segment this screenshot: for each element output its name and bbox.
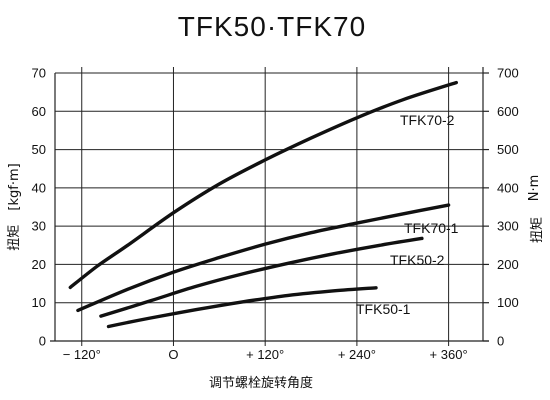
right-y-tick-700: 700 — [497, 66, 519, 81]
left-y-tick-50: 50 — [32, 142, 46, 157]
left-y-tick-70: 70 — [32, 66, 46, 81]
left-y-tick-40: 40 — [32, 180, 46, 195]
left-y-axis-label-prefix: 扭矩 — [7, 225, 22, 251]
right-y-tick-500: 500 — [497, 142, 519, 157]
axes — [50, 67, 489, 342]
left-y-axis-label-unit: [kgf·m] — [7, 163, 22, 210]
curve-tfk70-1 — [76, 203, 451, 313]
right-y-tick-300: 300 — [497, 219, 519, 234]
left-y-tick-0: 0 — [39, 334, 46, 349]
left-y-axis-label: 扭矩 [kgf·m] — [7, 163, 22, 250]
right-y-tick-600: 600 — [497, 104, 519, 119]
left-y-tick-30: 30 — [32, 219, 46, 234]
left-y-tick-labels: 0 10 20 30 40 50 60 70 — [32, 66, 46, 349]
right-y-tick-400: 400 — [497, 180, 519, 195]
right-y-axis-label-unit: N·m — [527, 175, 542, 202]
series-labels: TFK70-2 TFK70-1 TFK50-2 TFK50-1 — [356, 112, 459, 317]
series-label-tfk50-1: TFK50-1 — [356, 301, 411, 317]
x-tick-360: + 360° — [430, 347, 468, 362]
series-label-tfk70-2: TFK70-2 — [400, 112, 455, 128]
series-label-tfk70-1: TFK70-1 — [404, 220, 459, 236]
left-y-tick-10: 10 — [32, 295, 46, 310]
curve-tfk50-1 — [106, 286, 378, 329]
horizontal-gridlines — [55, 72, 483, 342]
right-y-tick-100: 100 — [497, 295, 519, 310]
svg-text:扭矩 [kgf·m]: 扭矩 [kgf·m] — [7, 163, 22, 250]
x-tick-0: O — [168, 347, 178, 362]
x-axis-label: 调节螺栓旋转角度 — [209, 375, 313, 391]
left-y-tick-20: 20 — [32, 257, 46, 272]
x-tick--120: − 120° — [63, 347, 101, 362]
right-y-axis-label-prefix: 扭矩 — [530, 217, 545, 243]
right-y-tick-200: 200 — [497, 257, 519, 272]
x-tick-120: + 120° — [246, 347, 284, 362]
right-y-tick-0: 0 — [497, 334, 504, 349]
series-label-tfk50-2: TFK50-2 — [390, 252, 445, 268]
chart-title: TFK50·TFK70 — [178, 11, 366, 42]
curve-tfk50-2 — [99, 236, 424, 318]
left-y-tick-60: 60 — [32, 104, 46, 119]
series-curves — [68, 80, 458, 329]
right-y-tick-labels: 0 100 200 300 400 500 600 700 — [497, 66, 519, 349]
x-tick-labels: − 120° O + 120° + 240° + 360° — [63, 347, 468, 362]
curve-tfk70-2 — [68, 80, 458, 290]
x-tick-240: + 240° — [338, 347, 376, 362]
